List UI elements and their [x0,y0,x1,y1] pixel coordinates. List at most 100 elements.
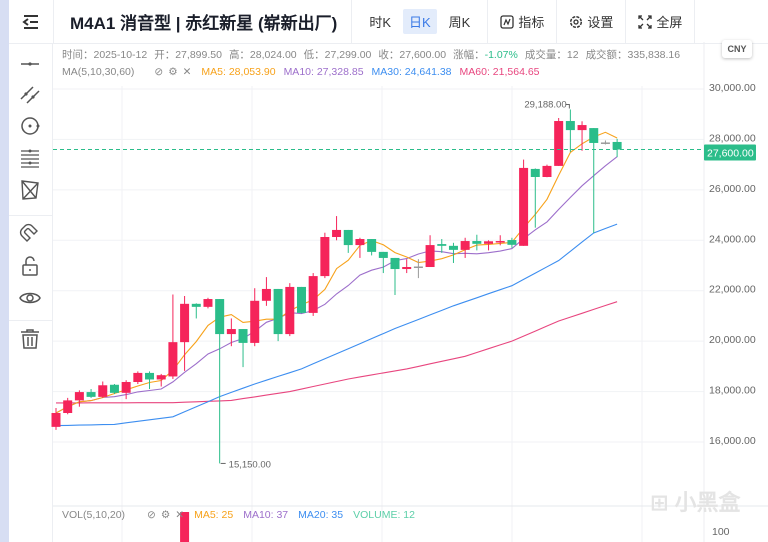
candle-body [378,251,388,258]
candle [355,237,365,258]
candle-body [86,392,96,397]
candle [460,237,470,258]
candle [402,259,412,274]
candle-body [355,239,365,246]
candle [554,117,564,166]
volume-axis-tick: 100 [712,526,730,538]
toolbar-divider [9,215,53,216]
magnet-icon[interactable] [18,221,42,245]
page-title: M4A1 消音型 | 赤红新星 (崭新出厂) [54,0,353,44]
candle [425,235,435,268]
ma30-value: MA30: 24,641.38 [371,66,452,78]
tab-hour[interactable]: 时K [369,15,391,30]
candle-body [612,141,622,150]
menu-collapse-icon [22,14,38,29]
unlock-icon[interactable] [18,254,42,278]
vol-label: VOL(5,10,20) [62,509,126,521]
candle-body [250,300,260,343]
candle [109,384,119,395]
horizontal-line-icon[interactable] [18,52,42,76]
settings-button[interactable]: 设置 [557,0,627,44]
fibonacci-icon[interactable] [18,146,42,170]
ma-legend: MA(5,10,30,60) ⊘ ⚙ ✕ MA5: 28,053.90 MA10… [62,66,548,78]
ma-label: MA(5,10,30,60) [62,66,135,78]
candle-body [367,239,377,252]
candle [530,168,540,228]
vol-settings-icon[interactable]: ⚙ [160,509,171,521]
currency-button[interactable]: CNY [722,40,752,58]
min-price-label: 15,150.00 [229,459,271,470]
vol-ma10: MA10: 37 [243,509,289,521]
hide-vol-icon[interactable]: ⊘ [147,509,156,521]
candle [519,159,529,246]
fullscreen-label: 全屏 [656,15,683,30]
y-tick-label: 22,000.00 [709,284,756,296]
volume-legend: VOL(5,10,20) ⊘ ⚙ ✕ MA5: 25 MA10: 37 MA20… [62,509,425,521]
candle-body [320,237,330,277]
tab-day[interactable]: 日K [403,9,437,34]
candle [145,371,155,390]
candle-body [203,299,213,307]
fullscreen-icon [638,14,653,29]
candle-body [519,167,529,246]
ma-settings-icon[interactable]: ⚙ [168,66,178,78]
hide-ma-icon[interactable]: ⊘ [154,66,164,78]
candle [215,299,225,464]
vol-close-icon[interactable]: ✕ [175,509,185,521]
y-tick-label: 18,000.00 [709,385,756,397]
candle-body [472,241,482,244]
candle-body [437,244,447,246]
current-price-box [704,144,756,161]
candle [180,296,190,371]
candle-body [425,245,435,268]
candle-body [402,267,412,270]
candle-body [460,241,470,250]
menu-toggle-button[interactable] [9,0,54,44]
candle-body [308,276,318,313]
candle [261,277,271,306]
y-tick-label: 26,000.00 [709,183,756,195]
info-close: 收：27,600.00 [378,49,447,61]
volume-bar [180,512,190,542]
parallel-lines-icon[interactable] [18,83,42,107]
fullscreen-button[interactable]: 全屏 [626,0,696,44]
candle-body [413,266,423,269]
candle [484,240,494,251]
pattern-tool-icon[interactable] [18,178,42,202]
candle-body [530,168,540,177]
candle-body [74,392,84,401]
candle [63,397,73,415]
candle [589,128,599,233]
indicators-button[interactable]: 指标 [488,0,558,44]
candle [332,216,342,241]
candle [74,390,84,407]
candle-body [296,286,306,313]
candle [343,229,353,253]
candle-body [215,299,225,335]
ohlc-info: 时间：2025-10-12 开：27,899.50 高：28,024.00 低：… [62,47,680,62]
candle [121,380,131,400]
candle-body [600,142,610,144]
candle [51,407,61,430]
candle-body [565,121,575,131]
toolbar-divider [9,320,53,321]
period-tabs: 时K 日K 周K [352,0,489,44]
candle [437,239,447,253]
candle [448,242,458,263]
candle-body [261,288,271,301]
candle-body [121,381,131,393]
trash-icon[interactable] [18,327,42,351]
candle-body [226,329,236,335]
indicators-label: 指标 [518,15,545,30]
candle [577,121,587,151]
info-change: -1.07% [484,48,518,61]
tab-week[interactable]: 周K [448,15,471,30]
ma30-line [55,223,618,427]
circle-tool-icon[interactable] [18,114,42,138]
ma-close-icon[interactable]: ✕ [182,66,192,78]
candle-body [156,375,166,380]
eye-icon[interactable] [18,286,42,310]
vol-ma5: MA5: 25 [194,509,234,521]
candle [367,239,377,256]
